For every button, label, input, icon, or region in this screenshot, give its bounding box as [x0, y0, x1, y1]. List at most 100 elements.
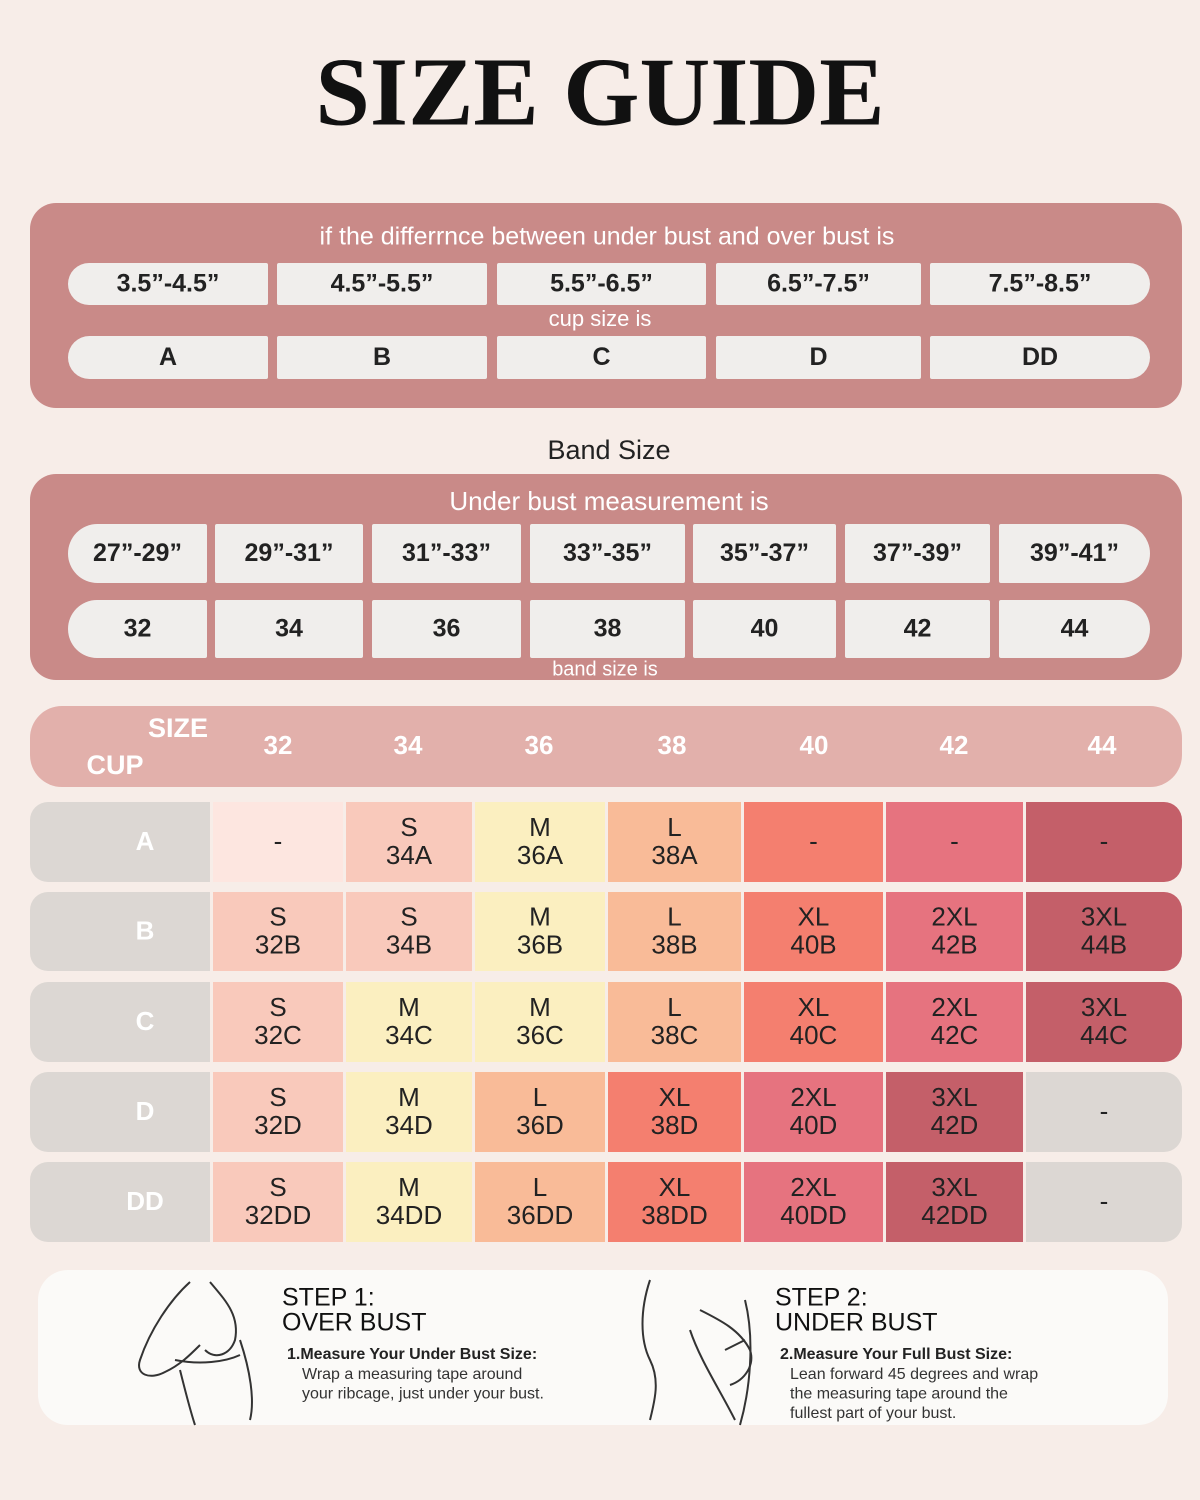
cup-cell — [30, 802, 210, 882]
size-text: 42D — [931, 1110, 979, 1140]
size-cell — [1026, 802, 1182, 882]
cell — [497, 336, 706, 379]
size-text: 36C — [516, 1020, 564, 1050]
cell — [277, 336, 487, 379]
cell — [372, 524, 521, 583]
size-text: M — [398, 1082, 420, 1112]
size-text: 32B — [255, 929, 301, 959]
cell — [215, 524, 363, 583]
size-cell — [213, 802, 343, 882]
size-text: 36B — [517, 929, 563, 959]
band-size: 38 — [594, 615, 622, 643]
size-text: 34DD — [376, 1200, 442, 1230]
band-header: 34 — [394, 730, 423, 760]
size-text: XL — [659, 1082, 691, 1112]
cell — [693, 600, 836, 658]
size-cell — [475, 802, 605, 882]
cell — [930, 263, 1150, 305]
size-cell — [1026, 892, 1182, 971]
cup-label: A — [136, 826, 155, 856]
cell — [845, 524, 990, 583]
band-size: 36 — [433, 615, 461, 643]
band-header: 38 — [658, 730, 687, 760]
cup: D — [809, 343, 827, 371]
band-header: 40 — [800, 730, 829, 760]
table-row — [30, 982, 1182, 1062]
illustration — [138, 1281, 253, 1426]
band-label: band size is — [552, 658, 658, 680]
size-text: S — [269, 901, 286, 931]
band-header: 44 — [1088, 730, 1117, 760]
size-text: - — [1100, 1096, 1109, 1126]
table-row — [30, 802, 1182, 882]
range: 39”-41” — [1030, 539, 1119, 567]
size-text: L — [667, 901, 681, 931]
size-cell — [608, 802, 741, 882]
band-size: 32 — [124, 615, 152, 643]
size-text: M — [529, 812, 551, 842]
size-text: 40B — [790, 929, 836, 959]
size-text: L — [667, 812, 681, 842]
cup-label: DD — [126, 1186, 164, 1216]
cell — [930, 336, 1150, 379]
band-header: 36 — [525, 730, 554, 760]
header-cup: CUP — [86, 750, 143, 780]
cell — [999, 600, 1150, 658]
size-cell — [1026, 1162, 1182, 1242]
size-cell — [213, 892, 343, 971]
size-text: L — [533, 1172, 547, 1202]
size-text: 2XL — [931, 901, 977, 931]
size-text: - — [1100, 1186, 1109, 1216]
size-cell — [886, 982, 1023, 1062]
size-text: M — [529, 901, 551, 931]
size-cell — [608, 1072, 741, 1152]
cup-cell — [30, 982, 210, 1062]
cup-label: cup size is — [549, 306, 652, 331]
cell — [372, 600, 521, 658]
cell — [716, 263, 921, 305]
size-text: 3XL — [1081, 901, 1127, 931]
size-text: - — [274, 826, 283, 856]
table-header — [30, 706, 1182, 787]
size-text: 38A — [651, 840, 698, 870]
band-heading: Band Size — [547, 435, 670, 465]
size-text: 40C — [790, 1020, 838, 1050]
size-text: 36D — [516, 1110, 564, 1140]
size-text: M — [529, 992, 551, 1022]
size-cell — [886, 1072, 1023, 1152]
cell — [530, 600, 685, 658]
size-cell — [346, 892, 472, 971]
size-text: XL — [798, 901, 830, 931]
size-text: XL — [659, 1172, 691, 1202]
size-cell — [608, 1162, 741, 1242]
cell — [68, 336, 268, 379]
cup-cell — [30, 1072, 210, 1152]
size-text: 2XL — [931, 992, 977, 1022]
range: 33”-35” — [563, 539, 652, 567]
cell — [693, 524, 836, 583]
cell — [999, 524, 1150, 583]
range: 37”-39” — [873, 539, 962, 567]
table-row — [30, 1162, 1182, 1242]
size-cell — [213, 982, 343, 1062]
size-text: L — [667, 992, 681, 1022]
illustration — [641, 1279, 753, 1426]
cup-label: D — [136, 1096, 155, 1126]
step-text: Wrap a measuring tape around — [302, 1366, 522, 1383]
range: 31”-33” — [402, 539, 491, 567]
table-row — [30, 892, 1182, 971]
size-text: S — [269, 1172, 286, 1202]
size-text: 42DD — [921, 1200, 987, 1230]
size-text: 34B — [386, 929, 432, 959]
size-text: 32C — [254, 1020, 302, 1050]
size-text: M — [398, 1172, 420, 1202]
range: 27”-29” — [93, 539, 182, 567]
size-text: 2XL — [790, 1082, 836, 1112]
size-cell — [346, 1162, 472, 1242]
band-size: 40 — [751, 615, 779, 643]
size-text: - — [1100, 826, 1109, 856]
size-text: 3XL — [931, 1172, 977, 1202]
range: 35”-37” — [720, 539, 809, 567]
size-text: 32D — [254, 1110, 302, 1140]
